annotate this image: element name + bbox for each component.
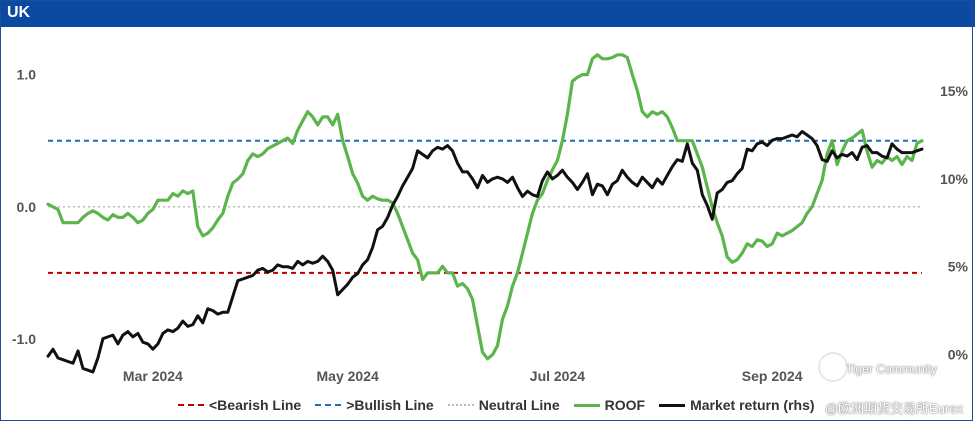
x-axis-tick-label: May 2024 xyxy=(317,368,379,384)
chart-title: UK xyxy=(7,4,31,21)
legend-item-roof: ROOF xyxy=(573,397,646,413)
watermark-account: @欧洲期货交易所Eurex xyxy=(824,401,963,416)
right-axis-tick-label: 15% xyxy=(940,83,969,99)
legend-item-neutral: Neutral Line xyxy=(447,397,560,413)
legend-label-neutral: Neutral Line xyxy=(478,397,560,413)
legend-swatch-bearish xyxy=(178,404,204,406)
chart-legend: <Bearish Line >Bullish Line Neutral Line… xyxy=(178,396,829,414)
x-axis-tick-label: Mar 2024 xyxy=(123,368,183,384)
legend-item-bearish: <Bearish Line xyxy=(178,397,301,413)
watermark-logo-icon xyxy=(818,352,848,382)
watermark-brand: Tiger Community xyxy=(846,362,937,376)
legend-swatch-market-return xyxy=(659,403,686,407)
right-axis-tick-label: 5% xyxy=(948,259,969,275)
legend-label-market-return: Market return (rhs) xyxy=(690,397,815,413)
legend-item-market-return: Market return (rhs) xyxy=(659,397,815,413)
left-axis-tick-label: 1.0 xyxy=(17,67,37,83)
left-axis-tick-label: 0.0 xyxy=(17,199,37,215)
legend-item-bullish: >Bullish Line xyxy=(315,397,434,413)
roof-line xyxy=(46,53,924,361)
legend-swatch-neutral xyxy=(447,404,474,406)
right-axis-tick-label: 0% xyxy=(948,346,969,362)
legend-swatch-bullish xyxy=(315,404,342,406)
legend-label-roof: ROOF xyxy=(604,397,646,413)
x-axis-tick-label: Jul 2024 xyxy=(530,368,585,384)
chart-header: UK xyxy=(0,0,975,27)
legend-label-bearish: <Bearish Line xyxy=(209,397,302,413)
market-return-line xyxy=(46,130,924,374)
legend-swatch-roof xyxy=(573,403,600,407)
right-axis-tick-label: 10% xyxy=(940,171,969,187)
left-axis-tick-label: -1.0 xyxy=(12,331,36,347)
legend-label-bullish: >Bullish Line xyxy=(346,397,434,413)
x-axis-tick-label: Sep 2024 xyxy=(742,368,803,384)
